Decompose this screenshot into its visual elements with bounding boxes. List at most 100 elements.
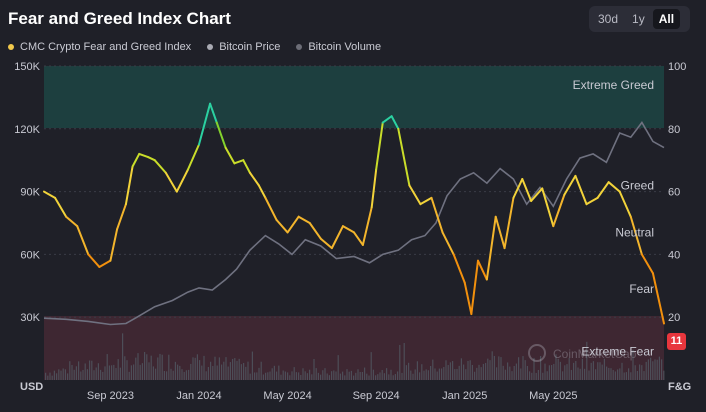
- volume-bar: [636, 370, 638, 380]
- volume-bar: [491, 351, 493, 380]
- volume-bar: [515, 363, 517, 380]
- volume-bar: [487, 358, 489, 380]
- volume-bar: [150, 355, 152, 380]
- volume-bar: [256, 372, 258, 380]
- volume-bar: [100, 369, 102, 380]
- volume-bar: [430, 365, 432, 380]
- legend-btc-volume[interactable]: Bitcoin Volume: [296, 41, 381, 53]
- volume-bar: [643, 371, 645, 380]
- volume-bar: [645, 361, 647, 380]
- volume-bar: [293, 367, 295, 380]
- volume-bar: [542, 372, 544, 380]
- fear-greed-segment: [65, 215, 79, 228]
- volume-bar: [56, 373, 58, 380]
- volume-bar: [124, 356, 126, 380]
- volume-bar: [75, 366, 77, 380]
- volume-bar: [586, 341, 588, 380]
- volume-bar: [592, 361, 594, 380]
- volume-bar: [225, 357, 227, 380]
- x-axis-tick: May 2024: [263, 390, 311, 402]
- volume-bar: [544, 363, 546, 380]
- volume-bar: [157, 357, 159, 380]
- x-axis-tick: Sep 2024: [353, 390, 400, 402]
- volume-bar: [485, 362, 487, 380]
- volume-bar: [553, 363, 555, 380]
- legend-fear-greed-label: CMC Crypto Fear and Greed Index: [20, 41, 192, 53]
- volume-bar: [190, 363, 192, 380]
- volume-bar: [254, 372, 256, 380]
- volume-bar: [62, 368, 64, 380]
- fear-greed-segment: [87, 253, 101, 268]
- right-axis-tick: 80: [668, 124, 680, 136]
- volume-bar: [628, 368, 630, 380]
- volume-bar: [234, 358, 236, 380]
- legend-btc-price[interactable]: Bitcoin Price: [207, 41, 280, 53]
- volume-bar: [227, 366, 229, 380]
- volume-bar: [577, 367, 579, 380]
- volume-bar: [478, 364, 480, 380]
- fear-greed-segment: [618, 190, 632, 218]
- fear-greed-segment: [503, 196, 515, 250]
- volume-bar: [559, 361, 561, 380]
- volume-bar: [181, 369, 183, 380]
- left-axis-tick: 60K: [20, 249, 40, 261]
- volume-bar: [421, 364, 423, 380]
- volume-bar: [458, 365, 460, 380]
- volume-bar: [289, 375, 291, 380]
- fear-greed-segment: [116, 203, 127, 231]
- range-1y-button[interactable]: 1y: [632, 12, 645, 26]
- watermark-logo: CoinMarketCap: [528, 344, 637, 362]
- volume-bar: [427, 370, 429, 380]
- volume-bar: [639, 364, 641, 380]
- chart-title: Fear and Greed Index Chart: [8, 9, 231, 28]
- volume-bar: [359, 372, 361, 380]
- volume-bar: [603, 358, 605, 380]
- volume-bar: [513, 366, 515, 380]
- range-all-button[interactable]: All: [652, 9, 681, 29]
- volume-bar: [489, 360, 491, 380]
- zone-label: Fear: [629, 282, 654, 296]
- fear-greed-segment: [441, 231, 455, 256]
- volume-bar: [326, 373, 328, 380]
- zone-label: Greed: [621, 178, 654, 192]
- volume-bar: [95, 367, 97, 380]
- volume-bar: [199, 360, 201, 380]
- volume-bar: [520, 368, 522, 380]
- left-axis-tick: 30K: [20, 312, 40, 324]
- volume-bar: [86, 369, 88, 380]
- volume-bar: [91, 360, 93, 380]
- volume-bar: [537, 369, 539, 380]
- volume-bar: [128, 371, 130, 380]
- volume-bar: [386, 368, 388, 380]
- volume-bar: [630, 372, 632, 380]
- left-axis-tick: 120K: [14, 124, 40, 136]
- volume-bar: [405, 365, 407, 380]
- volume-bar: [634, 365, 636, 380]
- fear-greed-segment: [297, 215, 311, 224]
- volume-bar: [221, 364, 223, 380]
- fear-greed-segment: [640, 253, 654, 275]
- volume-bar: [498, 356, 500, 380]
- volume-bar: [214, 356, 216, 380]
- right-axis-label: F&G: [668, 381, 691, 393]
- left-axis-tick: 90K: [20, 187, 40, 199]
- volume-bar: [73, 369, 75, 380]
- volume-bar: [216, 365, 218, 380]
- volume-bar: [394, 374, 396, 380]
- volume-bar: [625, 372, 627, 380]
- volume-bar: [555, 354, 557, 380]
- volume-bar: [619, 368, 621, 380]
- volume-bar: [80, 371, 82, 380]
- volume-bar: [177, 364, 179, 380]
- fear-greed-segment: [131, 152, 141, 168]
- legend-fear-greed[interactable]: CMC Crypto Fear and Greed Index: [8, 41, 191, 53]
- volume-bar: [113, 364, 115, 380]
- volume-bar: [379, 372, 381, 380]
- volume-bar: [45, 372, 47, 380]
- volume-bar: [584, 368, 586, 380]
- volume-bar: [58, 369, 60, 380]
- range-30d-button[interactable]: 30d: [598, 12, 619, 26]
- volume-bar: [258, 367, 260, 380]
- fear-greed-segment: [574, 174, 588, 206]
